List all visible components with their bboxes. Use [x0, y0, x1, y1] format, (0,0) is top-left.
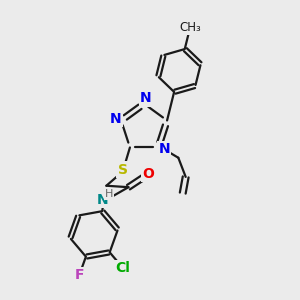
- Text: N: N: [140, 92, 152, 106]
- Text: F: F: [74, 268, 84, 282]
- Text: N: N: [158, 142, 170, 156]
- Text: Cl: Cl: [116, 261, 130, 275]
- Text: S: S: [118, 163, 128, 176]
- Text: H: H: [105, 189, 113, 199]
- Text: N: N: [97, 193, 109, 207]
- Text: CH₃: CH₃: [179, 21, 201, 34]
- Text: N: N: [110, 112, 122, 126]
- Text: O: O: [142, 167, 154, 181]
